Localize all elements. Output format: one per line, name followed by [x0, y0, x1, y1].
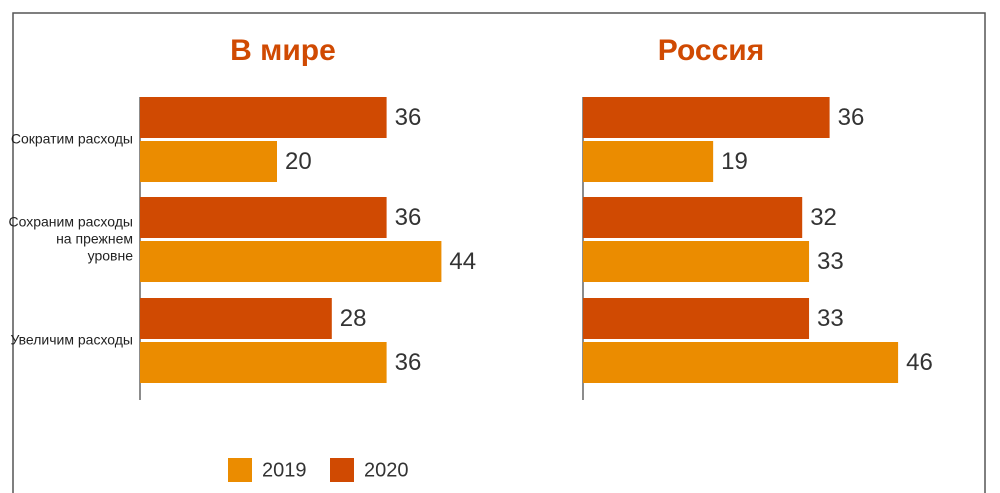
legend-swatch	[228, 458, 252, 482]
value-label: 20	[285, 148, 312, 175]
value-label: 36	[395, 104, 422, 131]
legend-swatch	[330, 458, 354, 482]
value-label: 32	[810, 204, 837, 231]
bar	[583, 197, 803, 238]
category-label: Сохраним расходы на прежнем уровне	[8, 213, 133, 264]
value-label: 33	[817, 305, 844, 332]
bar	[140, 342, 387, 383]
value-label: 19	[721, 148, 748, 175]
bar	[583, 298, 810, 339]
value-label: 28	[340, 305, 367, 332]
value-label: 33	[817, 248, 844, 275]
bar	[583, 97, 830, 138]
bar	[583, 342, 899, 383]
bar	[140, 298, 332, 339]
chart-title: В мире	[230, 34, 336, 67]
chart-title: Россия	[658, 34, 765, 67]
legend-label: 2019	[262, 459, 307, 481]
legend-label: 2020	[364, 459, 409, 481]
bar	[140, 197, 387, 238]
bar	[583, 241, 810, 282]
value-label: 36	[395, 204, 422, 231]
bar	[140, 141, 277, 182]
value-label: 44	[449, 248, 476, 275]
value-label: 36	[395, 349, 422, 376]
value-label: 36	[838, 104, 865, 131]
value-label: 46	[906, 349, 933, 376]
frame	[12, 12, 986, 493]
category-label: Увеличим расходы	[10, 331, 133, 348]
bar	[140, 97, 387, 138]
bar	[583, 141, 714, 182]
bar	[140, 241, 442, 282]
category-label: Сократим расходы	[10, 130, 133, 147]
